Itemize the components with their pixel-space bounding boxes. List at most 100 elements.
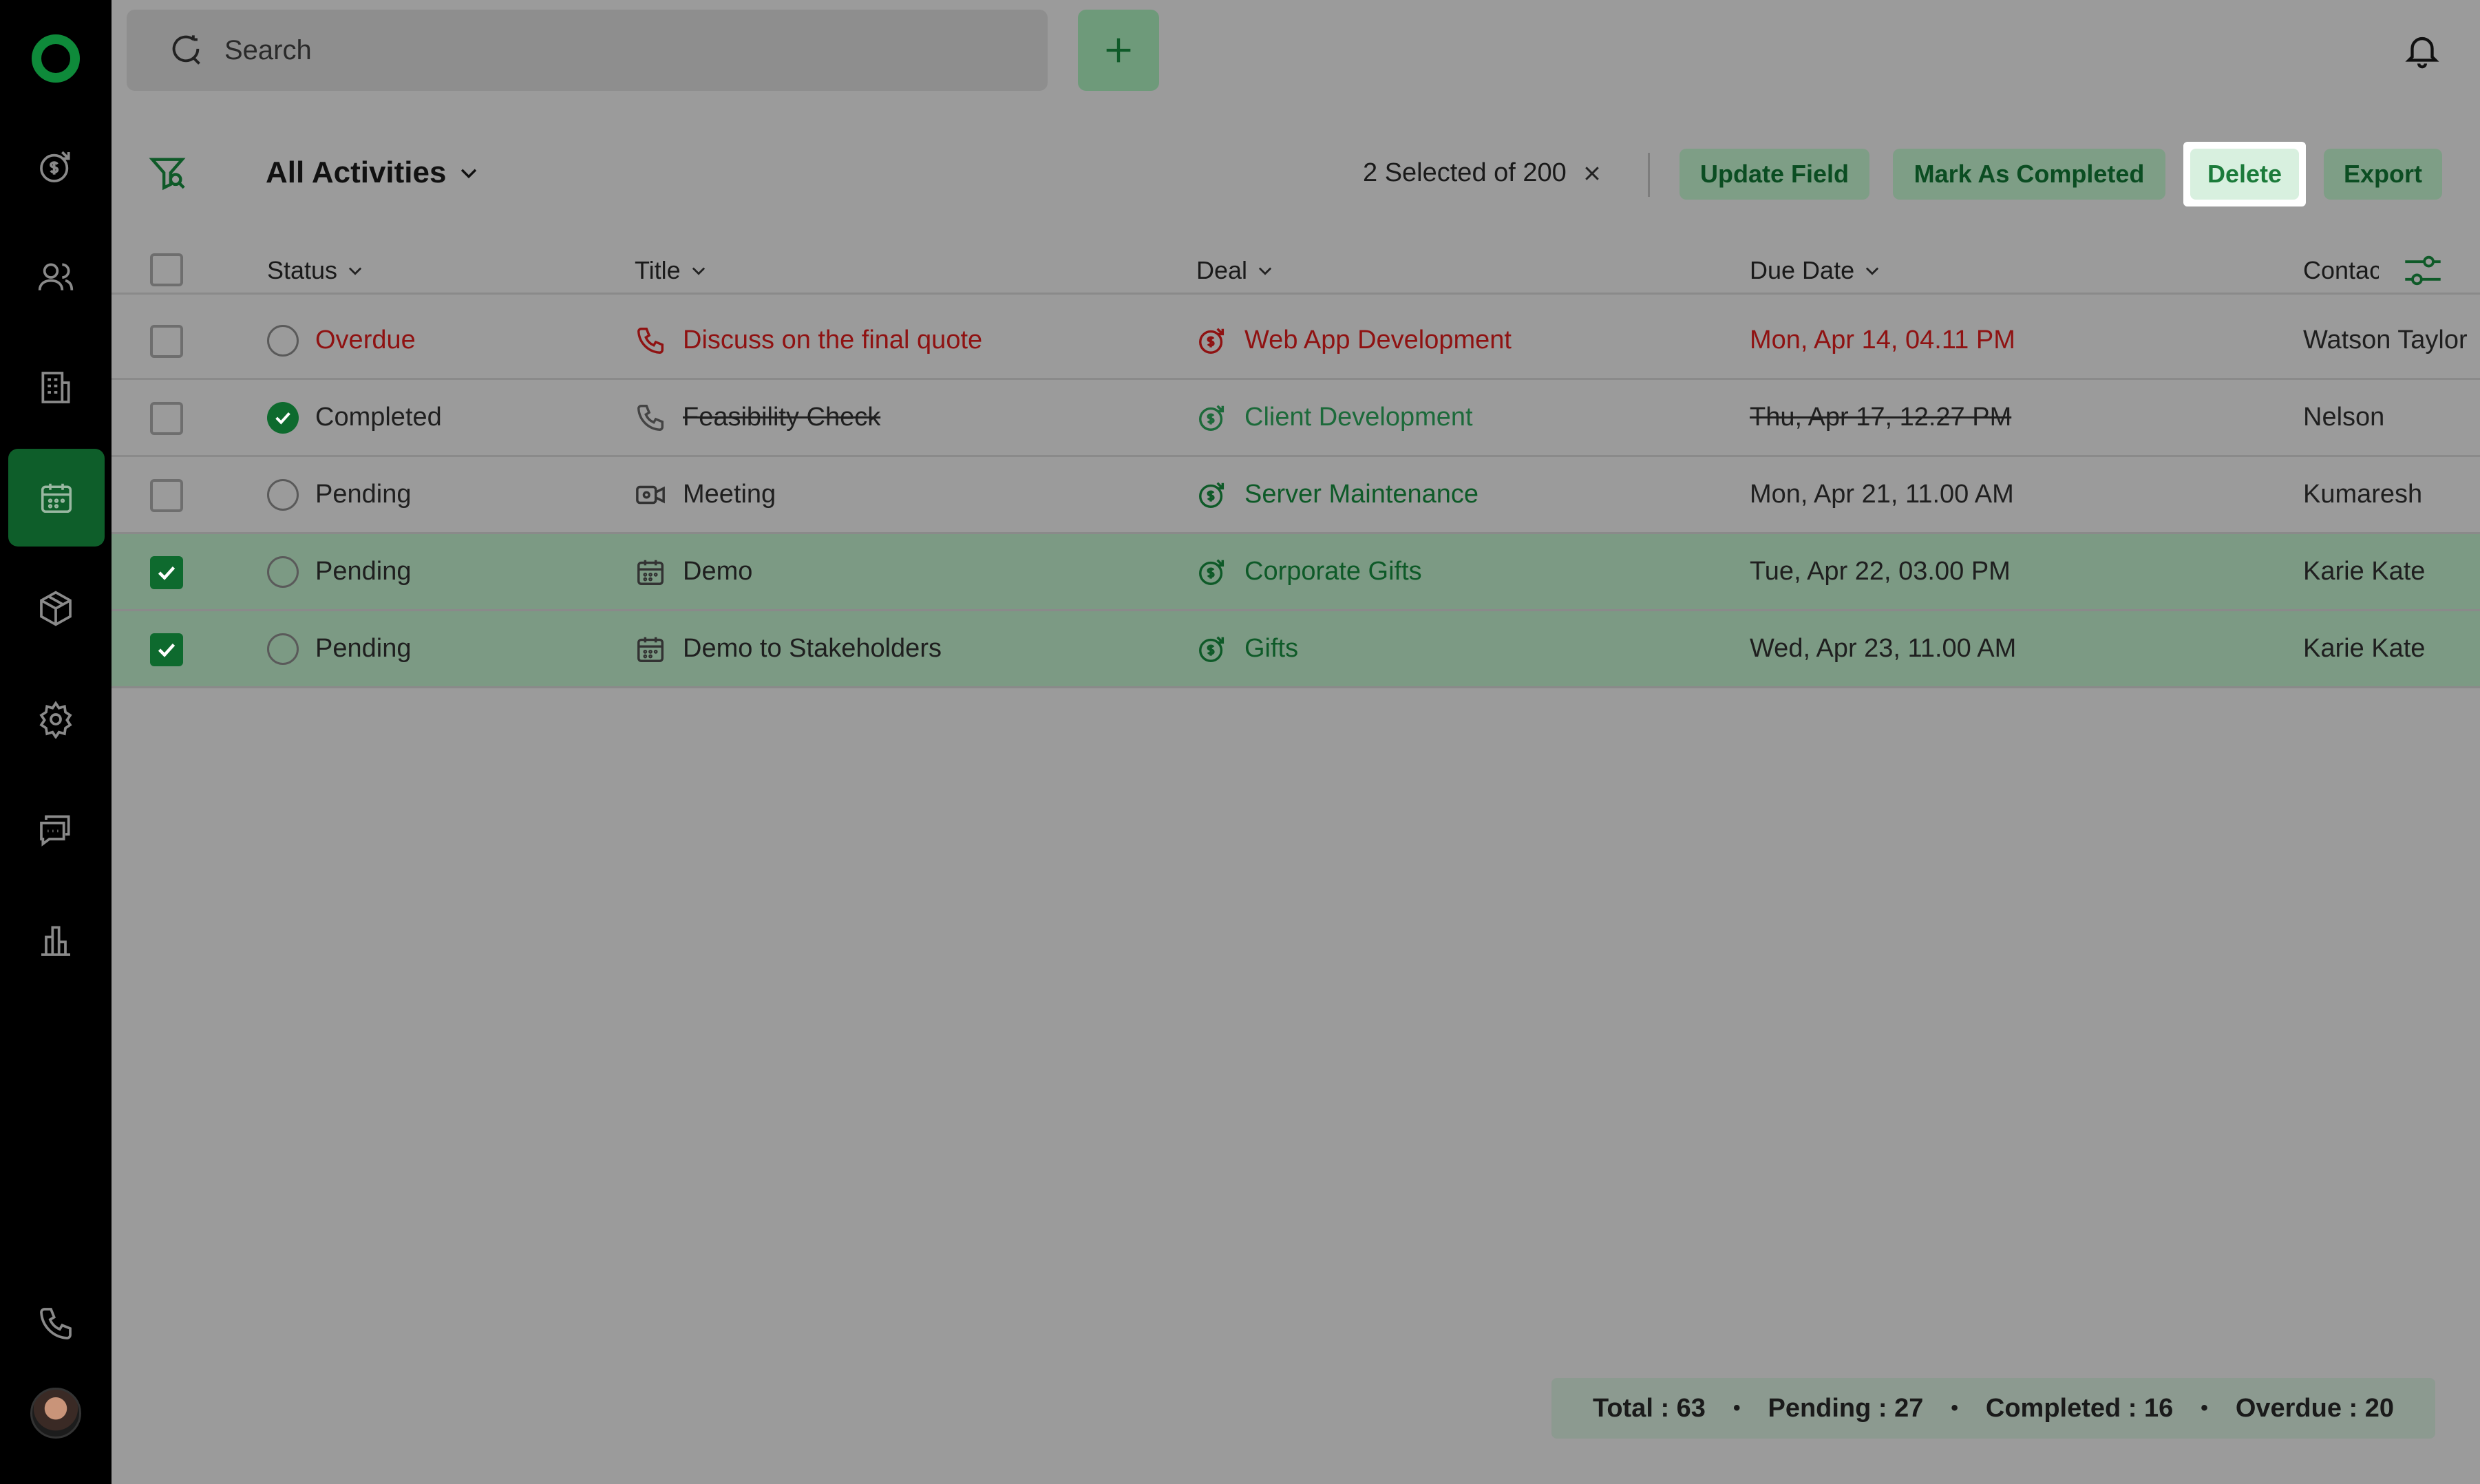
status-text: Completed bbox=[315, 403, 442, 432]
activity-summary: Total : 63 • Pending : 27 • Completed : … bbox=[1551, 1378, 2435, 1439]
separator-dot: • bbox=[2201, 1397, 2208, 1419]
status-circle-icon[interactable] bbox=[267, 555, 299, 588]
update-field-button[interactable]: Update Field bbox=[1679, 149, 1869, 200]
deal-icon bbox=[1199, 328, 1225, 354]
row-checkbox[interactable] bbox=[150, 479, 183, 512]
title-text: Demo to Stakeholders bbox=[683, 634, 942, 663]
title-cell[interactable]: Meeting bbox=[635, 457, 776, 532]
column-status-label: Status bbox=[267, 256, 338, 284]
row-checkbox[interactable] bbox=[150, 402, 183, 435]
bell-icon[interactable] bbox=[2402, 30, 2442, 70]
avatar[interactable] bbox=[30, 1388, 81, 1439]
deal-link: Gifts bbox=[1244, 634, 1299, 663]
separator-dot: • bbox=[1951, 1397, 1958, 1419]
companies-icon[interactable] bbox=[28, 359, 84, 416]
chat-icon[interactable] bbox=[28, 801, 84, 858]
deal-link: Corporate Gifts bbox=[1244, 557, 1422, 586]
contact-cell[interactable]: Watson Taylor bbox=[2303, 326, 2468, 354]
phone-icon bbox=[637, 327, 664, 354]
reports-icon[interactable] bbox=[28, 912, 84, 968]
column-due-date-label: Due Date bbox=[1750, 256, 1855, 284]
row-checkbox[interactable] bbox=[150, 633, 183, 666]
status-circle-icon[interactable] bbox=[267, 633, 299, 665]
status-cell: Pending bbox=[267, 457, 411, 532]
select-all-checkbox[interactable] bbox=[150, 253, 183, 286]
title-text: Feasibility Check bbox=[683, 403, 881, 432]
summary-overdue: Overdue : 20 bbox=[2235, 1393, 2395, 1423]
chevron-down-icon bbox=[1865, 267, 1879, 275]
contact-cell[interactable]: Karie Kate bbox=[2303, 634, 2426, 663]
contact-cell[interactable]: Karie Kate bbox=[2303, 557, 2426, 586]
contacts-icon[interactable] bbox=[28, 249, 84, 306]
column-status[interactable]: Status bbox=[267, 256, 365, 285]
column-title[interactable]: Title bbox=[635, 256, 708, 285]
title-cell[interactable]: Demo bbox=[635, 534, 752, 609]
add-button[interactable] bbox=[1078, 10, 1159, 91]
contact-cell[interactable]: Nelson bbox=[2303, 403, 2385, 432]
deal-cell[interactable]: Corporate Gifts bbox=[1196, 534, 1422, 609]
due-date-cell: Mon, Apr 14, 04.11 PM bbox=[1750, 326, 2015, 354]
check-circle-icon[interactable] bbox=[267, 401, 299, 434]
table-row[interactable]: Completed Feasibility Check Client Devel… bbox=[112, 380, 2480, 457]
summary-completed: Completed : 16 bbox=[1985, 1393, 2174, 1423]
column-deal[interactable]: Deal bbox=[1196, 256, 1275, 285]
due-date-cell: Tue, Apr 22, 03.00 PM bbox=[1750, 557, 2011, 586]
plus-icon bbox=[1106, 38, 1131, 63]
status-text: Pending bbox=[315, 634, 412, 663]
summary-total: Total : 63 bbox=[1592, 1393, 1706, 1423]
status-text: Overdue bbox=[315, 326, 416, 354]
clear-selection-icon[interactable] bbox=[1582, 163, 1602, 184]
column-due-date[interactable]: Due Date bbox=[1750, 256, 1882, 285]
table-row[interactable]: Pending Demo Corporate Gifts Tue, Apr 22… bbox=[112, 534, 2480, 611]
selection-summary: 2 Selected of 200 bbox=[1363, 158, 1602, 188]
chevron-down-icon bbox=[348, 267, 362, 275]
deal-cell[interactable]: Web App Development bbox=[1196, 303, 1512, 378]
table-row[interactable]: Overdue Discuss on the final quote Web A… bbox=[112, 303, 2480, 380]
table-row[interactable]: Pending Demo to Stakeholders Gifts Wed, … bbox=[112, 611, 2480, 688]
status-circle-icon[interactable] bbox=[267, 478, 299, 511]
phone-icon[interactable] bbox=[28, 1295, 84, 1352]
deal-cell[interactable]: Gifts bbox=[1196, 611, 1298, 686]
filter-icon[interactable] bbox=[147, 153, 187, 193]
column-title-label: Title bbox=[635, 256, 681, 284]
status-text: Pending bbox=[315, 557, 412, 586]
deal-icon bbox=[1199, 559, 1225, 585]
deal-cell[interactable]: Server Maintenance bbox=[1196, 457, 1479, 532]
status-cell: Overdue bbox=[267, 303, 416, 378]
status-circle-icon[interactable] bbox=[267, 324, 299, 357]
title-cell[interactable]: Discuss on the final quote bbox=[635, 303, 982, 378]
delete-button[interactable]: Delete bbox=[2183, 142, 2306, 206]
title-cell[interactable]: Feasibility Check bbox=[635, 380, 880, 455]
summary-pending: Pending : 27 bbox=[1768, 1393, 1924, 1423]
row-checkbox[interactable] bbox=[150, 325, 183, 358]
settings-icon[interactable] bbox=[28, 691, 84, 748]
activities-icon[interactable] bbox=[8, 449, 105, 547]
deal-cell[interactable]: Client Development bbox=[1196, 380, 1473, 455]
column-settings-icon[interactable] bbox=[2402, 252, 2444, 289]
due-date-cell: Thu, Apr 17, 12.27 PM bbox=[1750, 403, 2012, 432]
contact-cell[interactable]: Kumaresh bbox=[2303, 480, 2423, 509]
delete-button-label: Delete bbox=[2190, 149, 2299, 200]
calendar-icon bbox=[637, 560, 664, 585]
sidebar bbox=[0, 0, 112, 1484]
search-input[interactable]: Search bbox=[127, 10, 1048, 91]
deals-icon[interactable] bbox=[28, 138, 84, 195]
deal-link: Client Development bbox=[1244, 403, 1473, 432]
mark-completed-button[interactable]: Mark As Completed bbox=[1893, 149, 2165, 200]
chevron-down-icon bbox=[461, 169, 477, 179]
column-contact[interactable]: Contac bbox=[2303, 256, 2379, 285]
column-deal-label: Deal bbox=[1196, 256, 1248, 284]
table-row[interactable]: Pending Meeting Server Maintenance Mon, … bbox=[112, 457, 2480, 534]
calendar-icon bbox=[637, 637, 664, 662]
separator-dot: • bbox=[1732, 1397, 1741, 1419]
title-cell[interactable]: Demo to Stakeholders bbox=[635, 611, 942, 686]
deal-link: Server Maintenance bbox=[1244, 480, 1479, 509]
logo-icon[interactable] bbox=[32, 34, 80, 83]
due-date-cell: Mon, Apr 21, 11.00 AM bbox=[1750, 480, 2014, 509]
products-icon[interactable] bbox=[28, 580, 84, 637]
view-selector[interactable]: All Activities bbox=[266, 156, 480, 190]
search-icon bbox=[172, 35, 200, 65]
export-button[interactable]: Export bbox=[2324, 149, 2442, 200]
row-checkbox[interactable] bbox=[150, 556, 183, 589]
chevron-down-icon bbox=[1258, 267, 1272, 275]
